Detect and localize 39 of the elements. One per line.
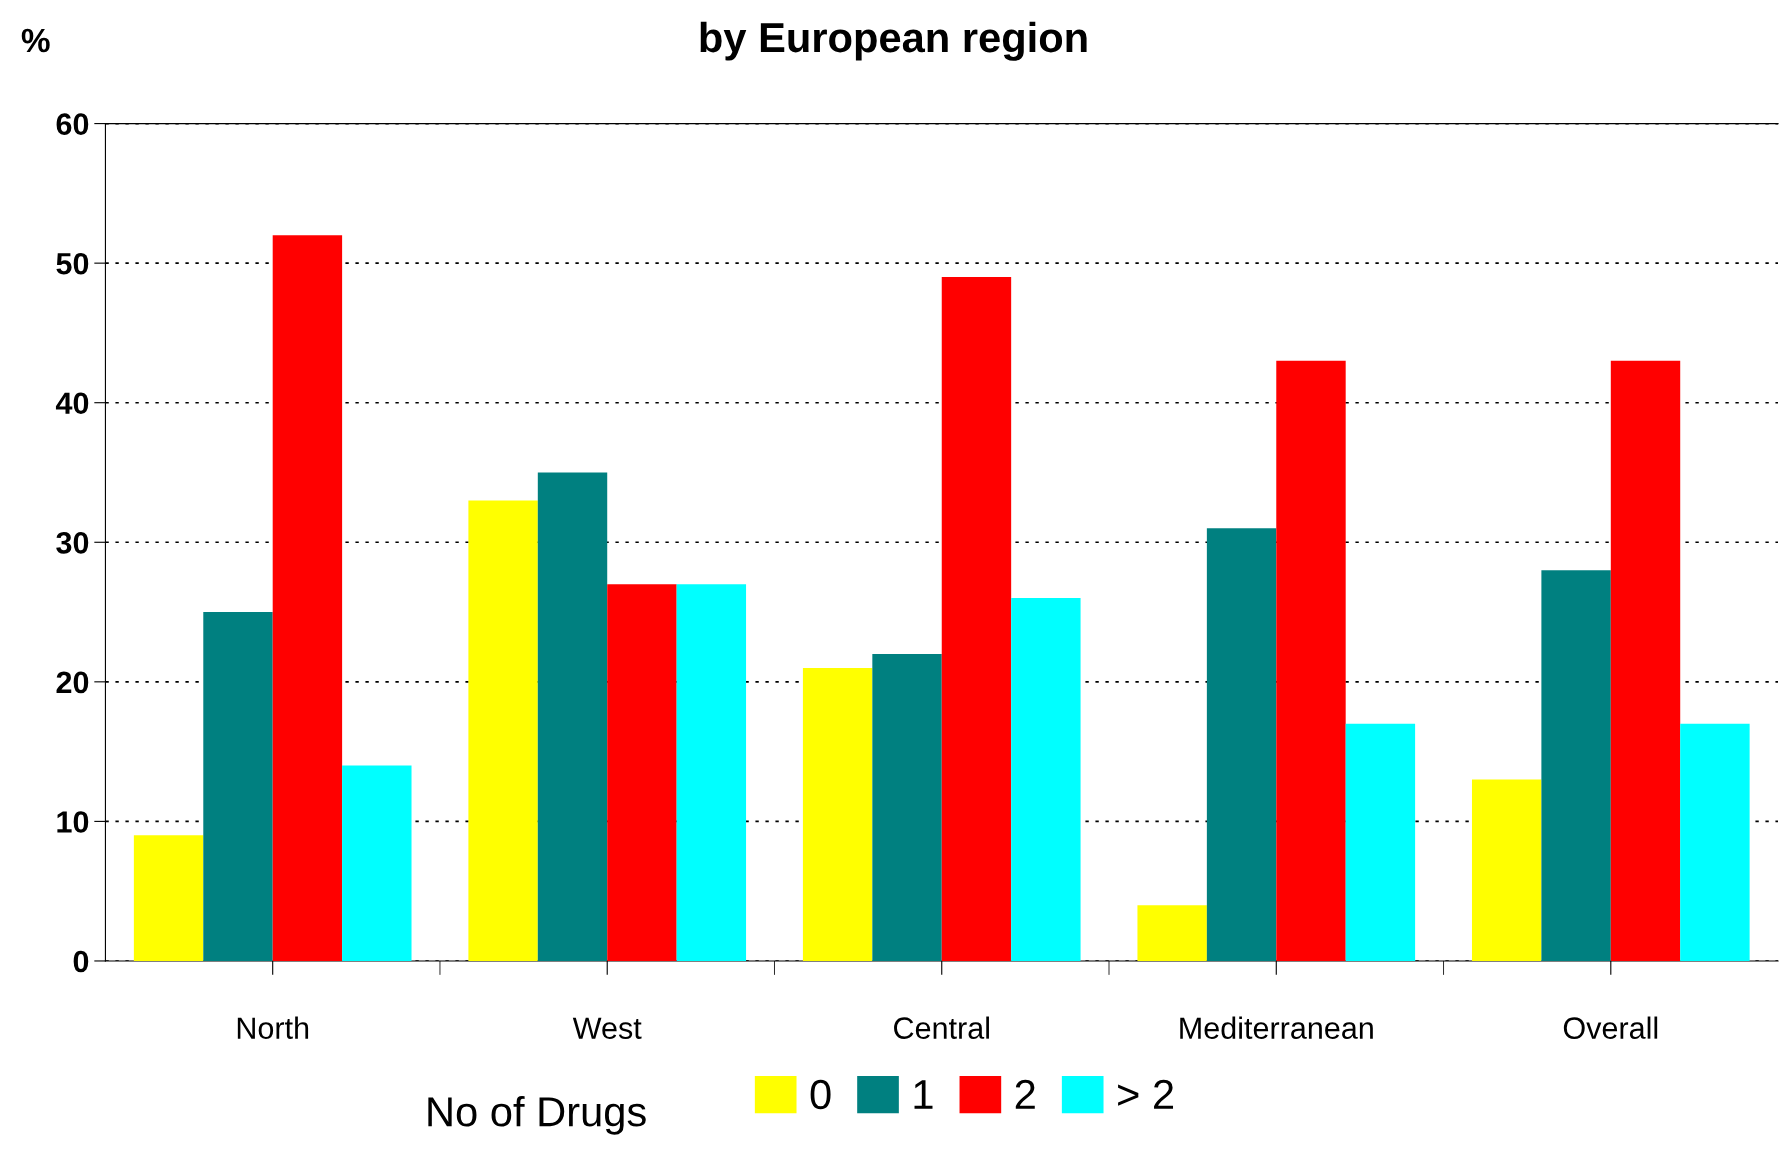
bar [1206,528,1277,961]
legend-label: 2 [1015,1079,1035,1109]
bar [203,612,273,961]
bar [1680,723,1750,961]
bar [1011,598,1081,961]
bar [272,235,343,961]
chart-title: by European region [700,21,1087,61]
x-tick-label: Mediterranean [1180,1016,1373,1039]
bar [802,667,873,961]
y-tick-label: 60 [56,113,89,135]
y-tick-label: 40 [55,392,89,415]
bar [1137,905,1207,961]
bar [941,277,1012,961]
x-tick-label: North [237,1016,309,1039]
legend-label: > 2 [1118,1079,1174,1109]
legend-label: 1 [914,1080,933,1109]
x-tick-label: Overall [1563,1016,1658,1039]
bar [342,765,412,961]
x-tick-label: West [572,1017,642,1039]
y-tick-label: 30 [56,532,89,554]
y-axis-title: % [21,28,50,53]
y-tick-label: 0 [73,950,89,973]
bar [537,472,608,961]
bar [676,584,747,961]
bar [607,584,677,961]
bar [872,653,942,961]
bar [1345,723,1416,961]
legend-title: No of Drugs [428,1095,646,1135]
bar [1541,570,1611,961]
legend-label: 0 [810,1079,831,1110]
y-tick-label: 50 [56,252,89,275]
y-tick-label: 20 [56,671,89,694]
x-tick-label: Central [894,1016,989,1039]
y-tick-label: 10 [57,811,89,833]
bar [468,500,538,961]
bar [1471,779,1542,961]
bar [1276,360,1346,961]
bar [133,835,204,961]
bar [1610,360,1681,961]
